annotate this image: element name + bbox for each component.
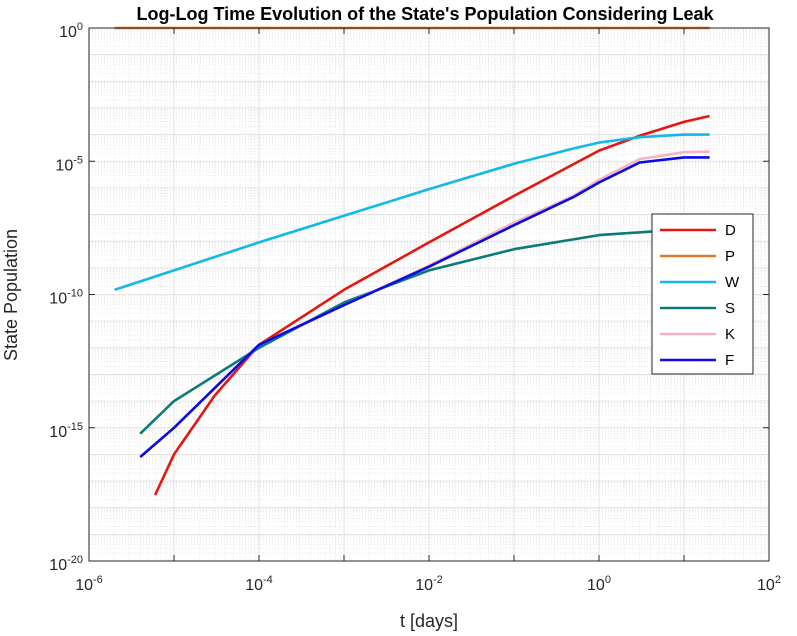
legend-label-d: D	[725, 222, 736, 239]
x-axis-label: t [days]	[400, 611, 458, 631]
y-tick-label: 10-5	[55, 154, 83, 174]
series-line-w	[114, 133, 710, 292]
y-tick-label: 10-10	[49, 288, 83, 308]
y-tick-label: 10-20	[49, 554, 83, 574]
x-tick-label: 100	[587, 574, 611, 594]
legend-label-w: W	[725, 274, 740, 291]
x-tick-label: 10-6	[75, 574, 103, 594]
y-axis-label: State Population	[1, 229, 21, 361]
x-tick-labels: 10-6 10-4 10-2 100 102	[75, 574, 781, 594]
legend-box	[651, 213, 754, 375]
y-tick-label: 100	[59, 21, 83, 41]
y-tick-label: 10-15	[49, 421, 83, 441]
axis-ticks	[88, 27, 770, 562]
legend-label-s: S	[725, 300, 735, 317]
series-line-d	[153, 114, 710, 496]
x-tick-label: 10-2	[415, 574, 443, 594]
x-tick-label: 10-4	[245, 574, 273, 594]
chart-title: Log-Log Time Evolution of the State's Po…	[137, 4, 715, 24]
x-tick-label: 102	[757, 574, 781, 594]
legend-label-k: K	[725, 326, 735, 343]
legend-label-p: P	[725, 248, 735, 265]
y-tick-labels: 100 10-5 10-10 10-15 10-20	[49, 21, 83, 574]
major-grid	[88, 27, 770, 562]
series-line-f	[139, 156, 710, 458]
legend-label-f: F	[725, 352, 734, 369]
